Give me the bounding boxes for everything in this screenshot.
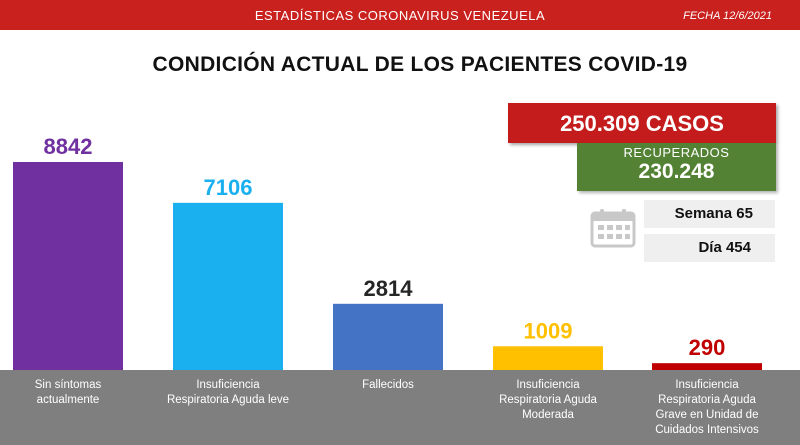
data-label: 8842 — [44, 134, 93, 159]
bar — [333, 303, 443, 370]
category-label: Insuficiencia Respiratoria Aguda leve — [167, 379, 289, 406]
bar — [652, 363, 762, 370]
category-label: Fallecidos — [362, 379, 414, 391]
day-counter: Día 454 — [644, 234, 775, 262]
data-label: 2814 — [364, 276, 414, 301]
bar — [13, 162, 123, 370]
week-counter: Semana 65 — [644, 200, 775, 228]
axis-band — [0, 370, 800, 445]
page-title: CONDICIÓN ACTUAL DE LOS PACIENTES COVID-… — [152, 53, 688, 76]
total-cases-badge: 250.309 CASOS — [508, 103, 776, 143]
day-label: Día 454 — [698, 239, 751, 256]
calendar-icon — [590, 209, 636, 248]
header-title: ESTADÍSTICAS CORONAVIRUS VENEZUELA — [254, 8, 546, 23]
category-label: Sin síntomas actualmente — [35, 379, 102, 406]
category-label: Insuficiencia Respiratoria Aguda Moderada — [499, 379, 597, 421]
bar — [173, 202, 283, 370]
data-label: 1009 — [524, 318, 573, 343]
bar — [493, 346, 603, 370]
recovered-value: 230.248 — [638, 160, 715, 183]
data-label: 7106 — [204, 175, 253, 200]
week-label: Semana 65 — [674, 205, 753, 222]
header-date: FECHA 12/6/2021 — [683, 10, 772, 22]
recovered-badge: RECUPERADOS 230.248 — [577, 143, 776, 191]
category-label: Insuficiencia Respiratoria Aguda Grave en … — [655, 379, 759, 436]
header-bar: ESTADÍSTICAS CORONAVIRUS VENEZUELA FECHA… — [0, 0, 800, 30]
data-label: 290 — [689, 335, 726, 360]
recovered-label: RECUPERADOS — [623, 145, 730, 160]
